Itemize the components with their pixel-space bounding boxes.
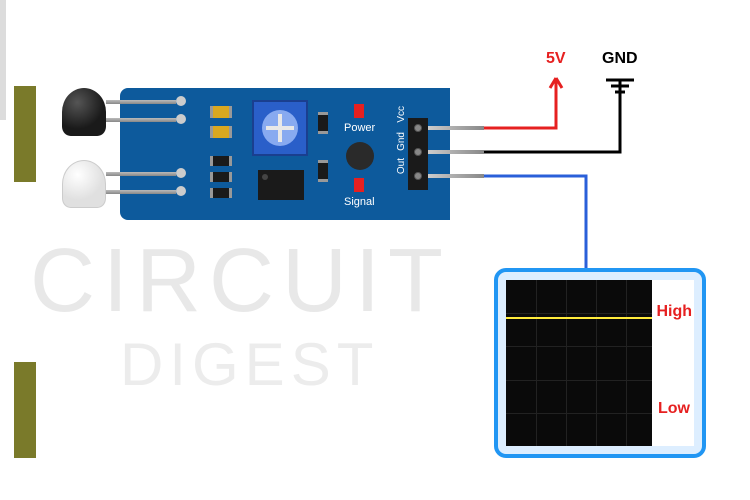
scope-low-label: Low <box>658 400 690 418</box>
gnd-label: GND <box>602 50 638 68</box>
smd-res <box>210 188 232 198</box>
ir-rx-lead1 <box>106 172 176 176</box>
pin-vcc-base <box>414 124 422 132</box>
mic-pad <box>346 142 374 170</box>
pin-gnd-base <box>414 148 422 156</box>
smd-cap <box>210 126 232 138</box>
obstacle-top <box>14 86 36 182</box>
ir-tx-lead1 <box>106 100 176 104</box>
scope-high-label: High <box>656 303 692 321</box>
gnd-pin-label: Gnd <box>396 132 407 151</box>
watermark-line1: CIRCUIT <box>30 230 451 333</box>
smd-res <box>210 172 232 182</box>
led-pad <box>176 114 186 124</box>
smd-res <box>210 156 232 166</box>
pin-out <box>428 174 484 178</box>
smd-res <box>318 160 328 182</box>
smd-res <box>318 112 328 134</box>
signal-led <box>354 178 364 192</box>
power-label: Power <box>344 122 375 134</box>
smd-cap <box>210 106 232 118</box>
vcc-pin-label: Vcc <box>396 106 407 123</box>
led-pad <box>176 186 186 196</box>
power-led <box>354 104 364 118</box>
watermark-bar <box>0 0 6 120</box>
led-pad <box>176 168 186 178</box>
scope-trace <box>506 317 652 319</box>
watermark-line2: DIGEST <box>120 330 379 399</box>
oscilloscope: High Low <box>494 268 706 458</box>
scope-screen: High Low <box>506 280 694 446</box>
ir-rx-led <box>62 160 106 208</box>
ir-tx-lead2 <box>106 118 176 122</box>
led-pad <box>176 96 186 106</box>
potentiometer <box>252 100 308 156</box>
out-pin-label: Out <box>396 158 407 174</box>
ir-rx-lead2 <box>106 190 176 194</box>
signal-label: Signal <box>344 196 375 208</box>
comparator-ic <box>258 170 304 200</box>
pin-out-base <box>414 172 422 180</box>
vcc-label: 5V <box>546 50 566 68</box>
pin-gnd <box>428 150 484 154</box>
ir-tx-led <box>62 88 106 136</box>
obstacle-bottom <box>14 362 36 458</box>
pin-vcc <box>428 126 484 130</box>
